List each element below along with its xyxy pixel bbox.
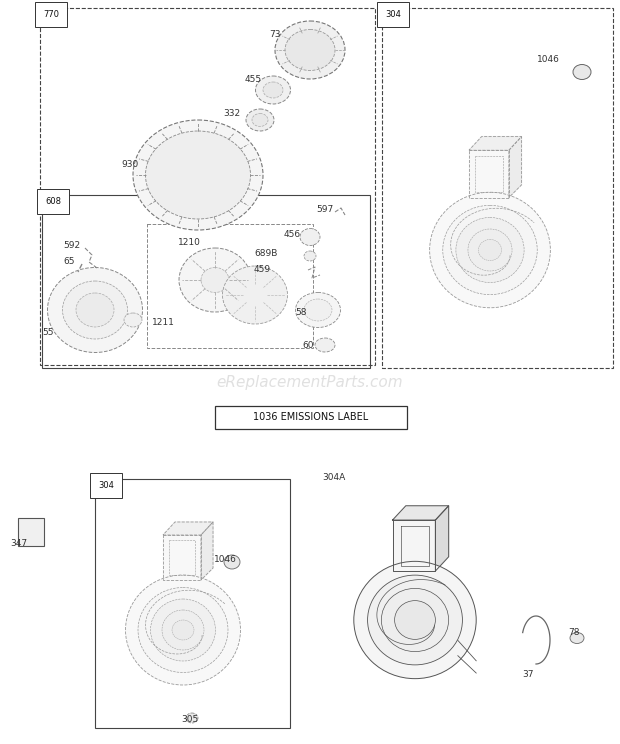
Polygon shape [201, 522, 213, 580]
Ellipse shape [151, 599, 216, 661]
Ellipse shape [570, 632, 584, 644]
Text: 60: 60 [302, 341, 314, 350]
Text: 689B: 689B [254, 249, 277, 258]
Ellipse shape [223, 266, 288, 324]
Polygon shape [435, 506, 449, 571]
Text: 1211: 1211 [152, 318, 175, 327]
Ellipse shape [246, 109, 274, 131]
Bar [40, 8, 375, 365]
Text: 305: 305 [181, 715, 198, 724]
Ellipse shape [124, 313, 142, 327]
Bar [18, 518, 44, 546]
Ellipse shape [456, 217, 524, 283]
Text: 597: 597 [316, 205, 334, 214]
Text: 456: 456 [284, 230, 301, 239]
Ellipse shape [201, 268, 229, 292]
Polygon shape [392, 520, 435, 571]
Text: 770: 770 [43, 10, 59, 19]
Ellipse shape [138, 588, 228, 673]
Text: 304A: 304A [322, 473, 345, 482]
Ellipse shape [381, 589, 449, 652]
Ellipse shape [285, 30, 335, 71]
Ellipse shape [172, 620, 194, 640]
Text: 592: 592 [63, 241, 80, 250]
Ellipse shape [304, 299, 332, 321]
Text: 608: 608 [45, 197, 61, 206]
Text: 304: 304 [98, 481, 114, 490]
Ellipse shape [275, 21, 345, 79]
Ellipse shape [368, 575, 463, 665]
Bar [42, 195, 370, 368]
Text: 1046: 1046 [537, 55, 560, 64]
Polygon shape [509, 137, 521, 197]
FancyBboxPatch shape [215, 406, 407, 429]
Bar [147, 224, 313, 348]
Ellipse shape [255, 76, 291, 104]
Text: 58: 58 [295, 308, 306, 317]
Text: 78: 78 [568, 628, 580, 637]
Ellipse shape [125, 575, 241, 685]
Text: 1210: 1210 [178, 238, 201, 247]
Polygon shape [163, 535, 201, 580]
Ellipse shape [48, 268, 143, 353]
Bar [95, 479, 290, 728]
Ellipse shape [354, 562, 476, 679]
Ellipse shape [443, 205, 538, 295]
Ellipse shape [186, 713, 198, 723]
Polygon shape [392, 506, 449, 520]
Bar [382, 8, 613, 368]
Text: 455: 455 [245, 75, 262, 84]
Text: 1046: 1046 [214, 555, 237, 564]
Polygon shape [163, 522, 213, 535]
Text: 347: 347 [10, 539, 27, 548]
Ellipse shape [133, 120, 263, 230]
Text: 1036 EMISSIONS LABEL: 1036 EMISSIONS LABEL [254, 412, 369, 423]
Ellipse shape [468, 229, 512, 271]
Text: eReplacementParts.com: eReplacementParts.com [216, 376, 404, 391]
Text: 73: 73 [269, 30, 280, 39]
Ellipse shape [573, 65, 591, 80]
Ellipse shape [146, 131, 250, 219]
Ellipse shape [224, 555, 240, 569]
Ellipse shape [76, 293, 114, 327]
Ellipse shape [162, 610, 204, 650]
Ellipse shape [430, 192, 551, 308]
Ellipse shape [394, 600, 435, 639]
Ellipse shape [179, 248, 251, 312]
Ellipse shape [315, 338, 335, 352]
Ellipse shape [263, 82, 283, 98]
Polygon shape [469, 150, 509, 197]
Text: 304: 304 [385, 10, 401, 19]
Text: 55: 55 [42, 328, 53, 337]
Text: 65: 65 [63, 257, 74, 266]
Ellipse shape [479, 240, 502, 260]
Ellipse shape [300, 228, 320, 246]
Text: 459: 459 [254, 265, 271, 274]
Ellipse shape [304, 251, 316, 261]
Ellipse shape [63, 281, 128, 339]
Text: 332: 332 [223, 109, 240, 118]
Ellipse shape [252, 114, 268, 126]
Polygon shape [469, 137, 521, 150]
Text: 37: 37 [522, 670, 533, 679]
Text: 930: 930 [122, 160, 139, 169]
Ellipse shape [296, 292, 340, 327]
